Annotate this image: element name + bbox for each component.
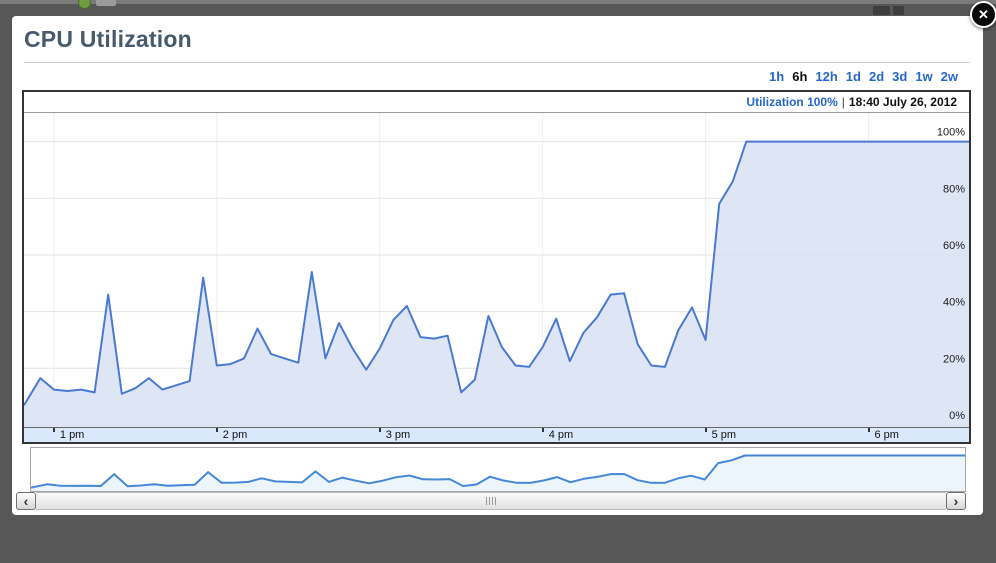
- area-fill: [31, 455, 965, 491]
- y-axis-label: 0%: [949, 410, 965, 422]
- scrollbar-grip-icon[interactable]: [486, 497, 496, 505]
- background-green-dot-icon: [78, 0, 91, 9]
- range-link-12h[interactable]: 12h: [815, 69, 838, 84]
- main-chart: Utilization 100% | 18:40 July 26, 2012 0% 2…: [22, 90, 971, 444]
- range-link-2w[interactable]: 2w: [940, 69, 958, 84]
- y-axis-label: 100%: [937, 127, 965, 139]
- x-axis-label: 2 pm: [222, 429, 248, 441]
- scroll-right-button[interactable]: ›: [946, 492, 966, 510]
- x-axis-label: 6 pm: [874, 429, 899, 441]
- range-link-1w[interactable]: 1w: [915, 69, 933, 84]
- legend-series-value: Utilization 100%: [746, 95, 838, 109]
- utilization-area-chart[interactable]: 0% 20% 40% 60% 80% 100%: [24, 113, 969, 427]
- page-title: CPU Utilization: [24, 26, 192, 52]
- range-link-2d[interactable]: 2d: [868, 69, 885, 84]
- series-line: [31, 454, 965, 489]
- x-axis-label: 3 pm: [385, 429, 411, 441]
- x-axis-tick: [704, 428, 707, 432]
- y-axis-label: 80%: [943, 183, 965, 195]
- overview-chart[interactable]: [30, 447, 966, 492]
- time-range-selector: 1h 6h 12h 1d 2d 3d 1w 2w: [761, 69, 958, 84]
- range-link-6h[interactable]: 6h: [792, 69, 808, 84]
- legend-separator: |: [841, 95, 845, 109]
- y-axis-label: 20%: [943, 353, 965, 365]
- scroll-left-button[interactable]: ‹: [16, 492, 36, 510]
- legend-timestamp: 18:40 July 26, 2012: [848, 95, 957, 109]
- background-fragment: [893, 6, 904, 15]
- overview-area-chart[interactable]: [31, 448, 965, 491]
- range-link-1d[interactable]: 1d: [845, 69, 861, 84]
- x-axis-label: 1 pm: [59, 429, 85, 441]
- y-axis-label: 40%: [943, 297, 965, 309]
- scrollbar-track[interactable]: [36, 492, 946, 510]
- x-axis-tick: [867, 428, 870, 432]
- range-scrollbar[interactable]: ‹ ›: [16, 492, 966, 510]
- x-axis-tick: [215, 428, 218, 432]
- x-axis-label: 4 pm: [548, 429, 574, 441]
- range-link-3d[interactable]: 3d: [892, 69, 908, 84]
- area-fill: [24, 141, 969, 427]
- cpu-utilization-dialog: ✕ CPU Utilization 1h 6h 12h 1d 2d 3d 1w 2w Util…: [12, 1, 996, 515]
- range-link-1h[interactable]: 1h: [769, 69, 785, 84]
- x-axis-label: 5 pm: [711, 429, 737, 441]
- background-fragment: [96, 0, 116, 6]
- x-axis-band: 1 pm 2 pm 3 pm 4 pm 5 pm 6 pm: [24, 427, 969, 442]
- title-divider: [24, 62, 970, 63]
- x-axis-tick: [378, 428, 381, 432]
- backdrop-top-strip: [0, 0, 996, 4]
- x-axis-tick: [52, 428, 55, 432]
- y-axis-label: 60%: [943, 240, 965, 252]
- close-button[interactable]: ✕: [970, 1, 996, 28]
- chart-legend: Utilization 100% | 18:40 July 26, 2012: [24, 92, 969, 113]
- series-line: [24, 140, 969, 406]
- background-fragment: [873, 6, 890, 15]
- x-axis-tick: [541, 428, 544, 432]
